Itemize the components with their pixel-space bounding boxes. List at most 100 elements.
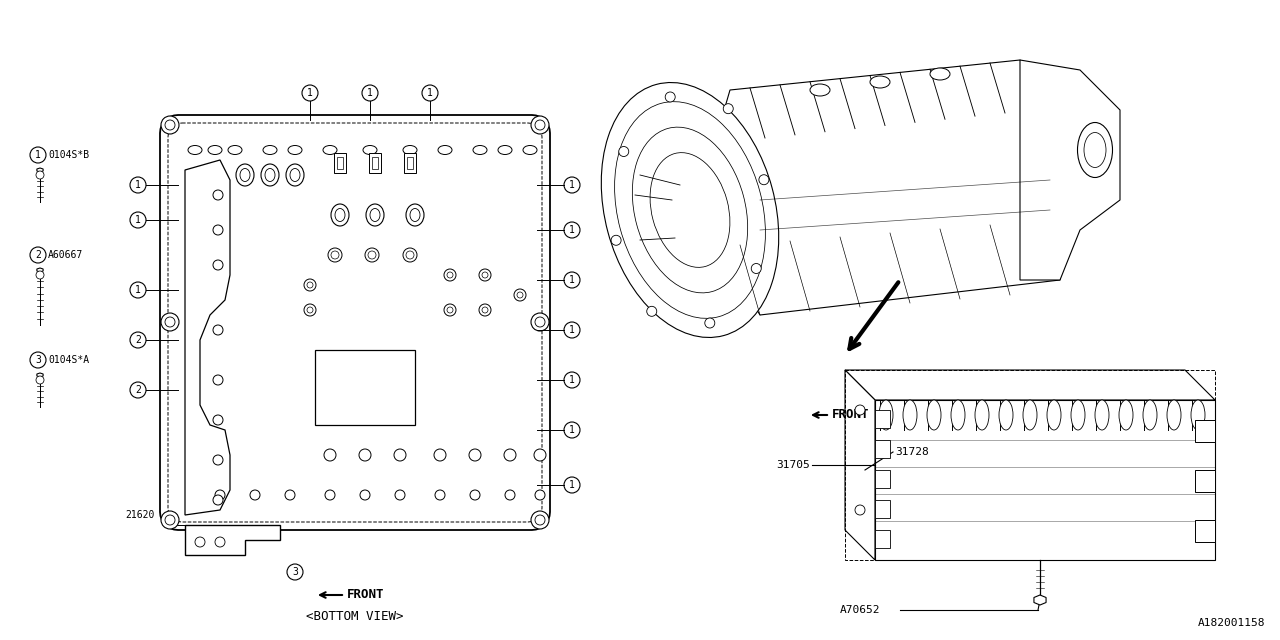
Circle shape <box>131 382 146 398</box>
Circle shape <box>564 222 580 238</box>
Circle shape <box>534 449 547 461</box>
Circle shape <box>506 490 515 500</box>
Text: 1: 1 <box>367 88 372 98</box>
Circle shape <box>324 449 335 461</box>
Circle shape <box>531 116 549 134</box>
Text: A70652: A70652 <box>840 605 881 615</box>
Ellipse shape <box>207 145 221 154</box>
Text: 31728: 31728 <box>895 447 929 457</box>
Text: 21620: 21620 <box>125 510 155 520</box>
Circle shape <box>161 511 179 529</box>
Polygon shape <box>695 60 1080 315</box>
Ellipse shape <box>1167 400 1181 430</box>
Circle shape <box>723 104 733 114</box>
Bar <box>407 157 413 169</box>
Polygon shape <box>37 373 44 377</box>
Bar <box>315 350 415 425</box>
Text: FRONT: FRONT <box>832 408 869 422</box>
Circle shape <box>36 171 44 179</box>
Circle shape <box>564 177 580 193</box>
Circle shape <box>444 304 456 316</box>
Ellipse shape <box>403 145 417 154</box>
Ellipse shape <box>265 168 275 182</box>
Ellipse shape <box>931 68 950 80</box>
Circle shape <box>618 147 628 157</box>
Text: 1: 1 <box>570 180 575 190</box>
Circle shape <box>705 318 714 328</box>
Ellipse shape <box>241 168 250 182</box>
Ellipse shape <box>366 204 384 226</box>
Ellipse shape <box>332 204 349 226</box>
Ellipse shape <box>650 152 730 268</box>
Ellipse shape <box>632 127 748 293</box>
Circle shape <box>396 490 404 500</box>
Bar <box>1196 520 1215 542</box>
Circle shape <box>517 292 524 298</box>
Circle shape <box>212 415 223 425</box>
Circle shape <box>212 375 223 385</box>
Ellipse shape <box>364 145 378 154</box>
Circle shape <box>36 271 44 279</box>
Circle shape <box>434 449 445 461</box>
Circle shape <box>161 116 179 134</box>
Circle shape <box>483 272 488 278</box>
Bar <box>876 470 890 488</box>
Ellipse shape <box>335 209 346 221</box>
Text: 0104S*B: 0104S*B <box>49 150 90 160</box>
Bar <box>876 530 890 548</box>
Ellipse shape <box>975 400 989 430</box>
Text: 1: 1 <box>570 225 575 235</box>
Bar <box>1196 470 1215 492</box>
Text: 3: 3 <box>292 567 298 577</box>
Text: 1: 1 <box>136 180 141 190</box>
Ellipse shape <box>1143 400 1157 430</box>
Circle shape <box>369 251 376 259</box>
Text: 3: 3 <box>35 355 41 365</box>
Bar <box>372 157 378 169</box>
Circle shape <box>195 537 205 547</box>
Circle shape <box>358 449 371 461</box>
Circle shape <box>131 212 146 228</box>
Ellipse shape <box>1119 400 1133 430</box>
Polygon shape <box>845 370 1215 400</box>
Circle shape <box>212 325 223 335</box>
Polygon shape <box>160 115 550 530</box>
Circle shape <box>305 304 316 316</box>
Circle shape <box>328 248 342 262</box>
Circle shape <box>212 190 223 200</box>
Text: A60667: A60667 <box>49 250 83 260</box>
Circle shape <box>307 307 314 313</box>
Circle shape <box>161 313 179 331</box>
Circle shape <box>531 511 549 529</box>
Circle shape <box>535 490 545 500</box>
Circle shape <box>131 177 146 193</box>
Bar <box>876 440 890 458</box>
Ellipse shape <box>370 209 380 221</box>
Ellipse shape <box>262 145 276 154</box>
Circle shape <box>483 307 488 313</box>
Circle shape <box>212 495 223 505</box>
Circle shape <box>305 279 316 291</box>
Polygon shape <box>876 400 1215 560</box>
Circle shape <box>479 304 492 316</box>
Ellipse shape <box>285 164 305 186</box>
Text: 2: 2 <box>35 250 41 260</box>
Circle shape <box>212 455 223 465</box>
Text: 1: 1 <box>136 215 141 225</box>
Circle shape <box>302 85 317 101</box>
Ellipse shape <box>870 76 890 88</box>
Text: <BOTTOM VIEW>: <BOTTOM VIEW> <box>306 611 403 623</box>
Circle shape <box>29 247 46 263</box>
Circle shape <box>751 264 762 273</box>
Circle shape <box>855 505 865 515</box>
Ellipse shape <box>291 168 300 182</box>
Circle shape <box>468 449 481 461</box>
Ellipse shape <box>614 102 765 318</box>
Polygon shape <box>37 268 44 272</box>
Ellipse shape <box>927 400 941 430</box>
Circle shape <box>564 322 580 338</box>
Circle shape <box>215 490 225 500</box>
Text: 1: 1 <box>570 480 575 490</box>
Polygon shape <box>1020 60 1120 280</box>
Ellipse shape <box>228 145 242 154</box>
